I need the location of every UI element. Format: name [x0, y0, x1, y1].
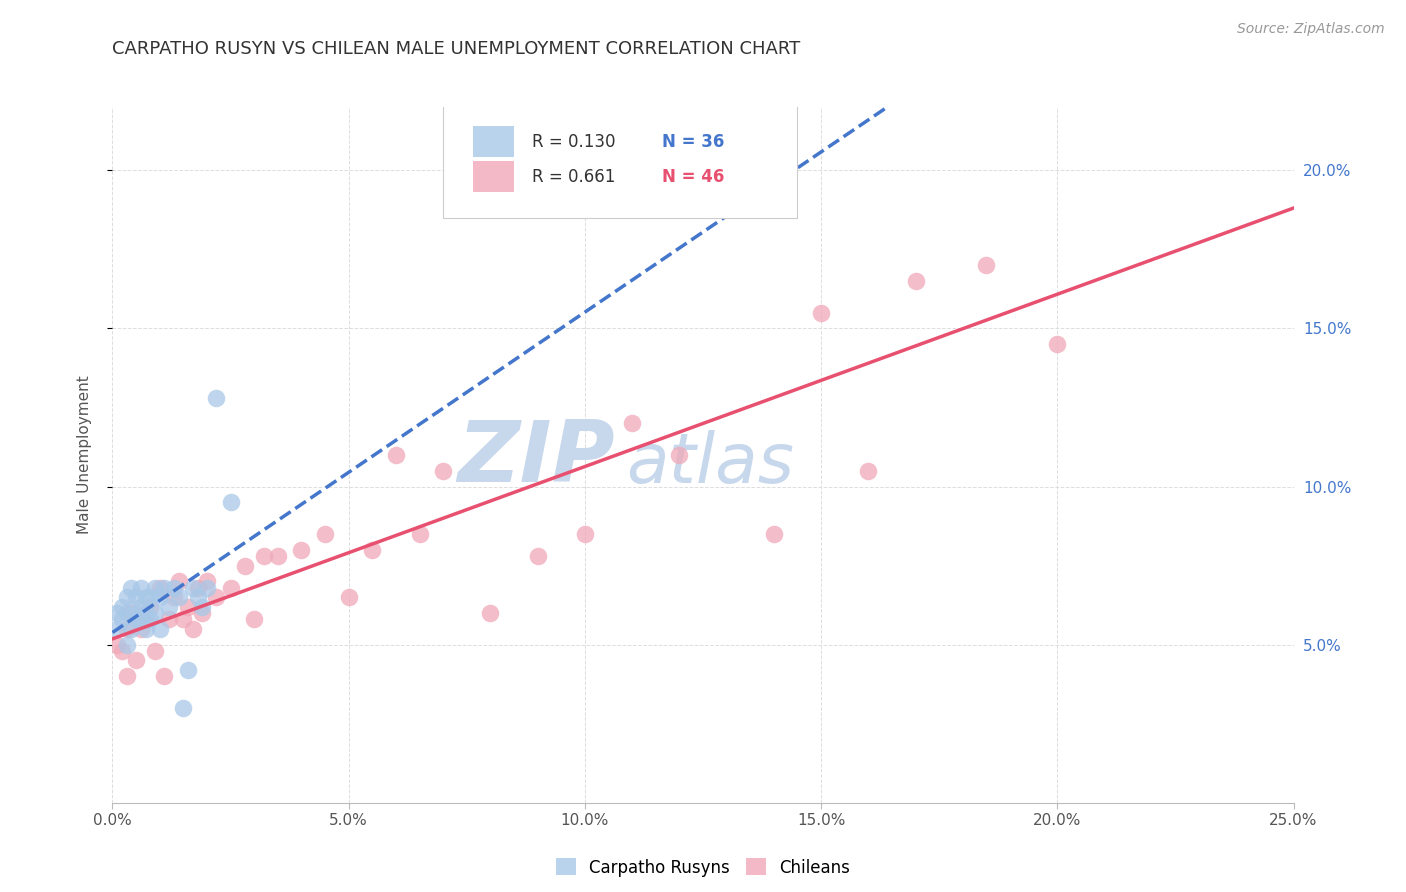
Text: CARPATHO RUSYN VS CHILEAN MALE UNEMPLOYMENT CORRELATION CHART: CARPATHO RUSYN VS CHILEAN MALE UNEMPLOYM…: [112, 40, 801, 58]
Point: [149, 581, 172, 595]
FancyBboxPatch shape: [472, 126, 515, 158]
Point: [976, 258, 998, 272]
Point: [149, 622, 172, 636]
Point: [149, 591, 172, 605]
Point: [181, 581, 204, 595]
Point: [195, 574, 218, 589]
Point: [181, 622, 204, 636]
Point: [219, 495, 242, 509]
Text: N = 36: N = 36: [662, 133, 724, 151]
Point: [233, 558, 256, 573]
Point: [337, 591, 360, 605]
FancyBboxPatch shape: [472, 161, 515, 193]
Point: [177, 599, 200, 614]
Point: [139, 591, 162, 605]
Point: [153, 669, 176, 683]
Point: [125, 591, 148, 605]
Point: [574, 527, 596, 541]
Point: [139, 599, 162, 614]
Point: [115, 622, 138, 636]
Point: [125, 612, 148, 626]
Point: [253, 549, 276, 563]
Point: [125, 606, 148, 620]
Point: [186, 591, 208, 605]
Point: [143, 606, 166, 620]
Point: [408, 527, 430, 541]
Point: [163, 591, 186, 605]
Point: [177, 663, 200, 677]
Point: [314, 527, 336, 541]
Point: [115, 606, 138, 620]
Point: [111, 644, 134, 658]
Point: [385, 448, 408, 462]
Point: [172, 701, 194, 715]
Legend: Carpatho Rusyns, Chileans: Carpatho Rusyns, Chileans: [547, 850, 859, 885]
Y-axis label: Male Unemployment: Male Unemployment: [77, 376, 91, 534]
Point: [115, 638, 138, 652]
Point: [111, 612, 134, 626]
Point: [479, 606, 502, 620]
Point: [120, 581, 142, 595]
Point: [172, 612, 194, 626]
Point: [205, 591, 228, 605]
Point: [432, 464, 454, 478]
Point: [143, 581, 166, 595]
Point: [243, 612, 266, 626]
Point: [143, 644, 166, 658]
Point: [157, 599, 180, 614]
Point: [716, 194, 738, 209]
Point: [125, 653, 148, 667]
Point: [904, 274, 927, 288]
Text: Source: ZipAtlas.com: Source: ZipAtlas.com: [1237, 22, 1385, 37]
Point: [191, 599, 214, 614]
Text: N = 46: N = 46: [662, 168, 724, 186]
Point: [135, 622, 157, 636]
Point: [858, 464, 880, 478]
Point: [219, 581, 242, 595]
Point: [205, 391, 228, 405]
Text: ZIP: ZIP: [457, 417, 614, 500]
Point: [135, 606, 157, 620]
Point: [129, 622, 152, 636]
Point: [105, 638, 128, 652]
Point: [120, 606, 142, 620]
Point: [129, 581, 152, 595]
Point: [135, 612, 157, 626]
Point: [129, 612, 152, 626]
Point: [105, 622, 128, 636]
Point: [1046, 337, 1069, 351]
Text: R = 0.130: R = 0.130: [531, 133, 616, 151]
Point: [135, 591, 157, 605]
Point: [195, 581, 218, 595]
Point: [267, 549, 290, 563]
Point: [153, 581, 176, 595]
Point: [167, 574, 190, 589]
Point: [105, 606, 128, 620]
Point: [290, 542, 312, 557]
Point: [115, 591, 138, 605]
Text: atlas: atlas: [626, 430, 794, 497]
Point: [810, 305, 832, 319]
Point: [139, 612, 162, 626]
Point: [115, 669, 138, 683]
Point: [129, 599, 152, 614]
FancyBboxPatch shape: [443, 96, 797, 219]
Point: [111, 599, 134, 614]
Point: [668, 448, 690, 462]
Point: [157, 612, 180, 626]
Point: [186, 581, 208, 595]
Text: R = 0.661: R = 0.661: [531, 168, 614, 186]
Point: [526, 549, 548, 563]
Point: [621, 417, 644, 431]
Point: [762, 527, 785, 541]
Point: [361, 542, 384, 557]
Point: [191, 606, 214, 620]
Point: [163, 581, 186, 595]
Point: [120, 622, 142, 636]
Point: [167, 591, 190, 605]
